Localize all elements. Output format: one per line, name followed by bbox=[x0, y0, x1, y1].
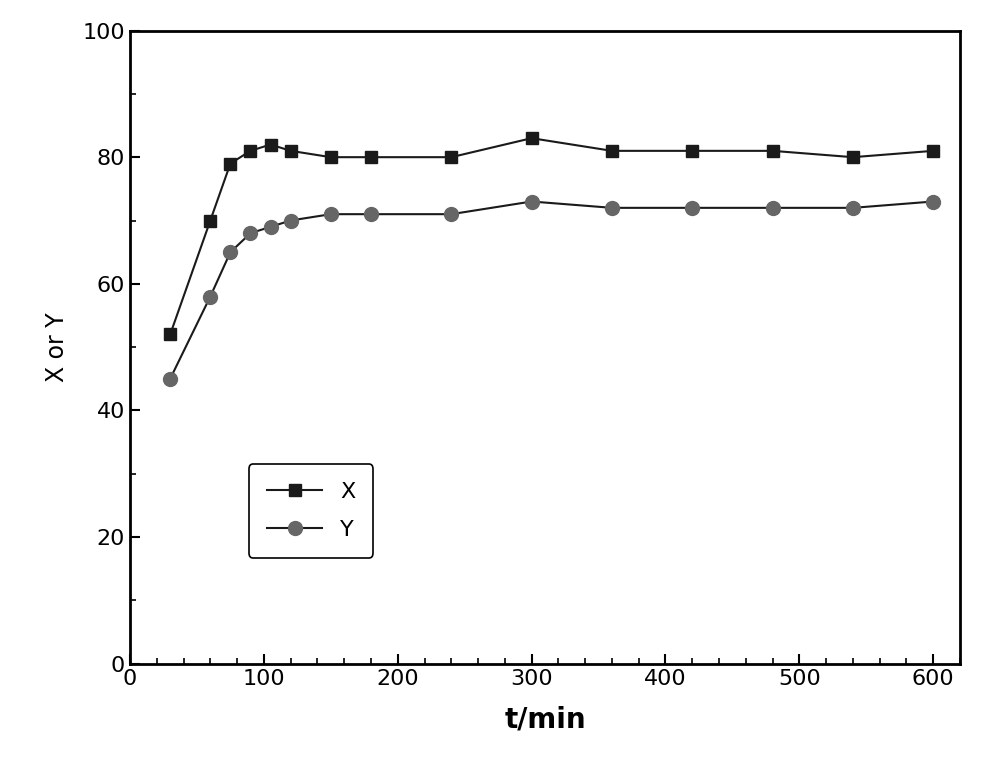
X bbox=[265, 140, 277, 149]
Y bbox=[767, 203, 779, 212]
X-axis label: t/min: t/min bbox=[504, 705, 586, 733]
X bbox=[204, 216, 216, 225]
X bbox=[365, 153, 377, 162]
Y bbox=[244, 229, 256, 238]
Y bbox=[285, 216, 297, 225]
Y bbox=[325, 210, 337, 219]
X bbox=[325, 153, 337, 162]
X bbox=[285, 146, 297, 156]
X bbox=[445, 153, 457, 162]
Line: Y: Y bbox=[163, 195, 940, 386]
Y bbox=[204, 292, 216, 301]
Y bbox=[686, 203, 698, 212]
X bbox=[686, 146, 698, 156]
X bbox=[847, 153, 859, 162]
Line: X: X bbox=[165, 133, 939, 340]
X bbox=[606, 146, 618, 156]
Y bbox=[164, 374, 176, 383]
Y bbox=[606, 203, 618, 212]
Y-axis label: X or Y: X or Y bbox=[45, 312, 69, 382]
X bbox=[526, 134, 538, 143]
X bbox=[224, 159, 236, 168]
X bbox=[244, 146, 256, 156]
Y bbox=[365, 210, 377, 219]
Y bbox=[265, 222, 277, 231]
X bbox=[767, 146, 779, 156]
X bbox=[927, 146, 939, 156]
Y bbox=[927, 197, 939, 206]
Y bbox=[847, 203, 859, 212]
Y bbox=[526, 197, 538, 206]
Legend: X, Y: X, Y bbox=[249, 465, 373, 558]
Y bbox=[445, 210, 457, 219]
X bbox=[164, 330, 176, 339]
Y bbox=[224, 247, 236, 256]
